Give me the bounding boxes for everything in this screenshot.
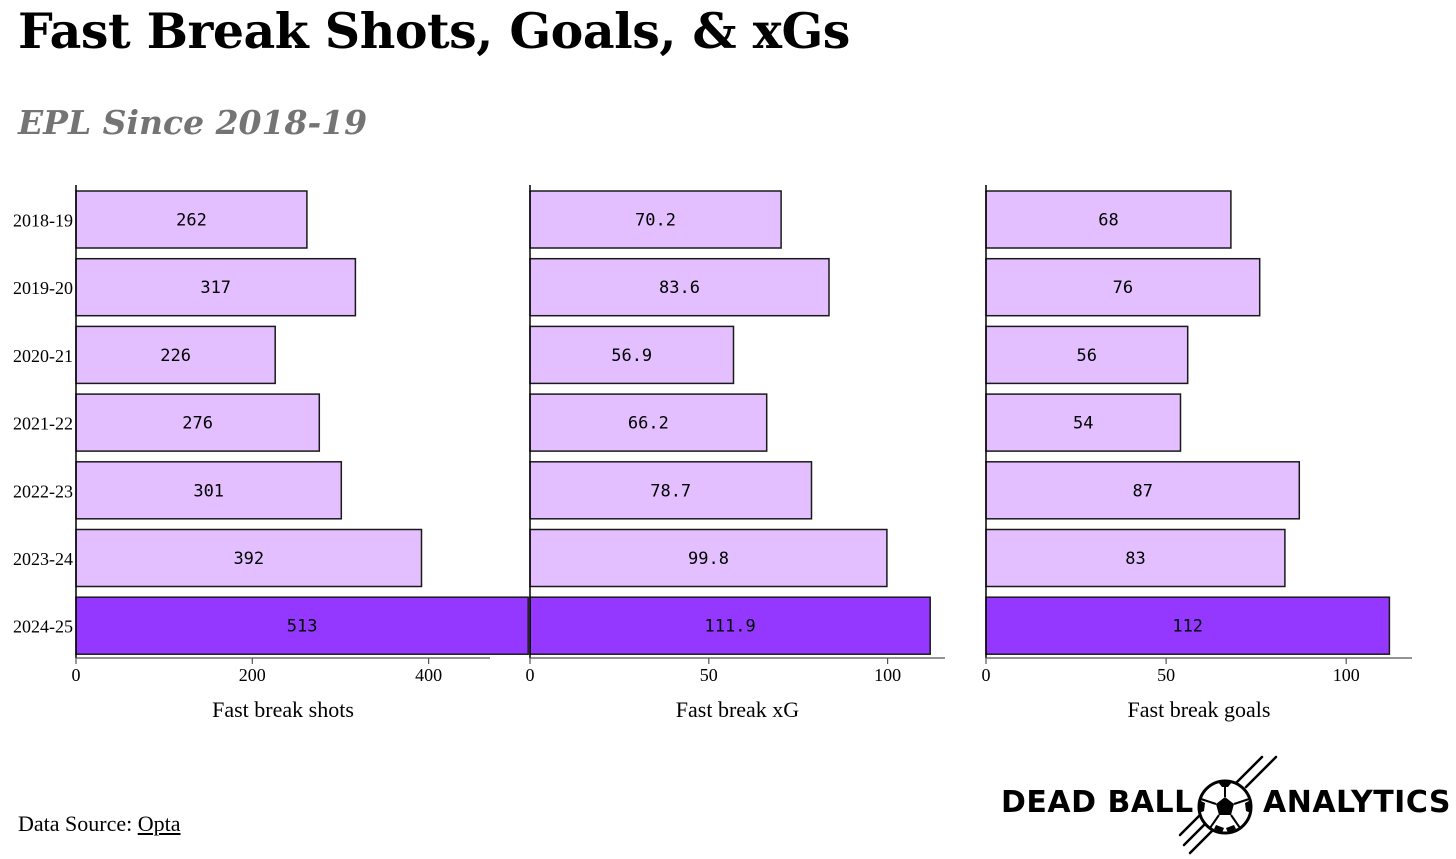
bar-value-label: 317 xyxy=(200,278,231,298)
bar-value-label: 68 xyxy=(1098,211,1118,231)
bar-value-label: 262 xyxy=(176,211,207,231)
bar xyxy=(75,393,321,452)
y-tick-label: 2019-20 xyxy=(13,278,73,298)
x-axis-label: Fast break shots xyxy=(212,697,354,722)
bar xyxy=(985,528,1286,588)
bar-value-label: 513 xyxy=(287,617,318,637)
logo-text-right: ANALYTICS xyxy=(1263,785,1452,820)
bar-value-label: 83.6 xyxy=(659,278,700,298)
bar xyxy=(75,528,423,588)
x-tick-label: 50 xyxy=(700,665,718,685)
x-tick-label: 0 xyxy=(526,665,535,685)
data-source-label: Data Source: xyxy=(18,811,133,836)
x-axis-label: Fast break xG xyxy=(676,697,800,722)
bar xyxy=(75,190,308,249)
y-tick-label: 2024-25 xyxy=(13,617,73,637)
bar-value-label: 392 xyxy=(233,549,264,569)
chart-subtitle: EPL Since 2018-19 xyxy=(18,103,368,142)
bar xyxy=(985,596,1391,655)
x-axis-label: Fast break goals xyxy=(1128,697,1271,722)
chart-title: Fast Break Shots, Goals, & xGs xyxy=(18,2,850,60)
bar-value-label: 70.2 xyxy=(635,211,676,231)
brand-logo: DEAD BALL ANALYTICS xyxy=(1000,755,1456,855)
logo-text-left: DEAD BALL xyxy=(1001,785,1194,820)
bar xyxy=(75,461,343,520)
bar xyxy=(985,190,1232,249)
bar-value-label: 66.2 xyxy=(628,414,669,434)
bar xyxy=(529,528,888,588)
y-tick-label: 2023-24 xyxy=(13,549,73,569)
x-tick-label: 400 xyxy=(415,665,442,685)
bar-value-label: 87 xyxy=(1132,481,1152,501)
bar xyxy=(985,461,1301,520)
x-tick-label: 50 xyxy=(1157,665,1175,685)
y-tick-label: 2020-21 xyxy=(13,346,73,366)
bar-value-label: 54 xyxy=(1073,414,1093,434)
bar xyxy=(529,257,830,317)
bar xyxy=(529,325,735,385)
bar-value-label: 78.7 xyxy=(650,481,691,501)
bar-value-label: 83 xyxy=(1125,549,1145,569)
bar xyxy=(529,596,931,655)
bar-value-label: 76 xyxy=(1113,278,1133,298)
bar-value-label: 276 xyxy=(182,414,213,434)
bar-charts: 262 2018-19 317 2019-20 226 2020-21 276 2021-22… xyxy=(13,185,1412,722)
data-source-link[interactable]: Opta xyxy=(137,811,181,836)
bar-value-label: 56.9 xyxy=(611,346,652,366)
bar xyxy=(529,190,782,249)
x-tick-label: 200 xyxy=(239,665,266,685)
bar xyxy=(985,325,1189,385)
x-tick-label: 100 xyxy=(874,665,901,685)
soccer-ball-icon xyxy=(1178,755,1278,855)
bar-value-label: 99.8 xyxy=(688,549,729,569)
data-source: Data Source: Opta xyxy=(18,811,181,837)
bar-value-label: 226 xyxy=(160,346,191,366)
bar-value-label: 301 xyxy=(193,481,224,501)
bar xyxy=(529,461,813,520)
y-tick-label: 2021-22 xyxy=(13,414,73,434)
bar xyxy=(529,393,768,452)
bar-value-label: 56 xyxy=(1077,346,1097,366)
y-tick-label: 2018-19 xyxy=(13,211,73,231)
y-tick-label: 2022-23 xyxy=(13,481,73,501)
x-tick-label: 0 xyxy=(982,665,991,685)
bar-value-label: 111.9 xyxy=(705,617,756,637)
x-tick-label: 0 xyxy=(72,665,81,685)
bar xyxy=(75,596,529,655)
bar xyxy=(985,393,1182,452)
x-tick-label: 100 xyxy=(1333,665,1360,685)
bar-value-label: 112 xyxy=(1172,617,1203,637)
bar xyxy=(75,325,276,385)
